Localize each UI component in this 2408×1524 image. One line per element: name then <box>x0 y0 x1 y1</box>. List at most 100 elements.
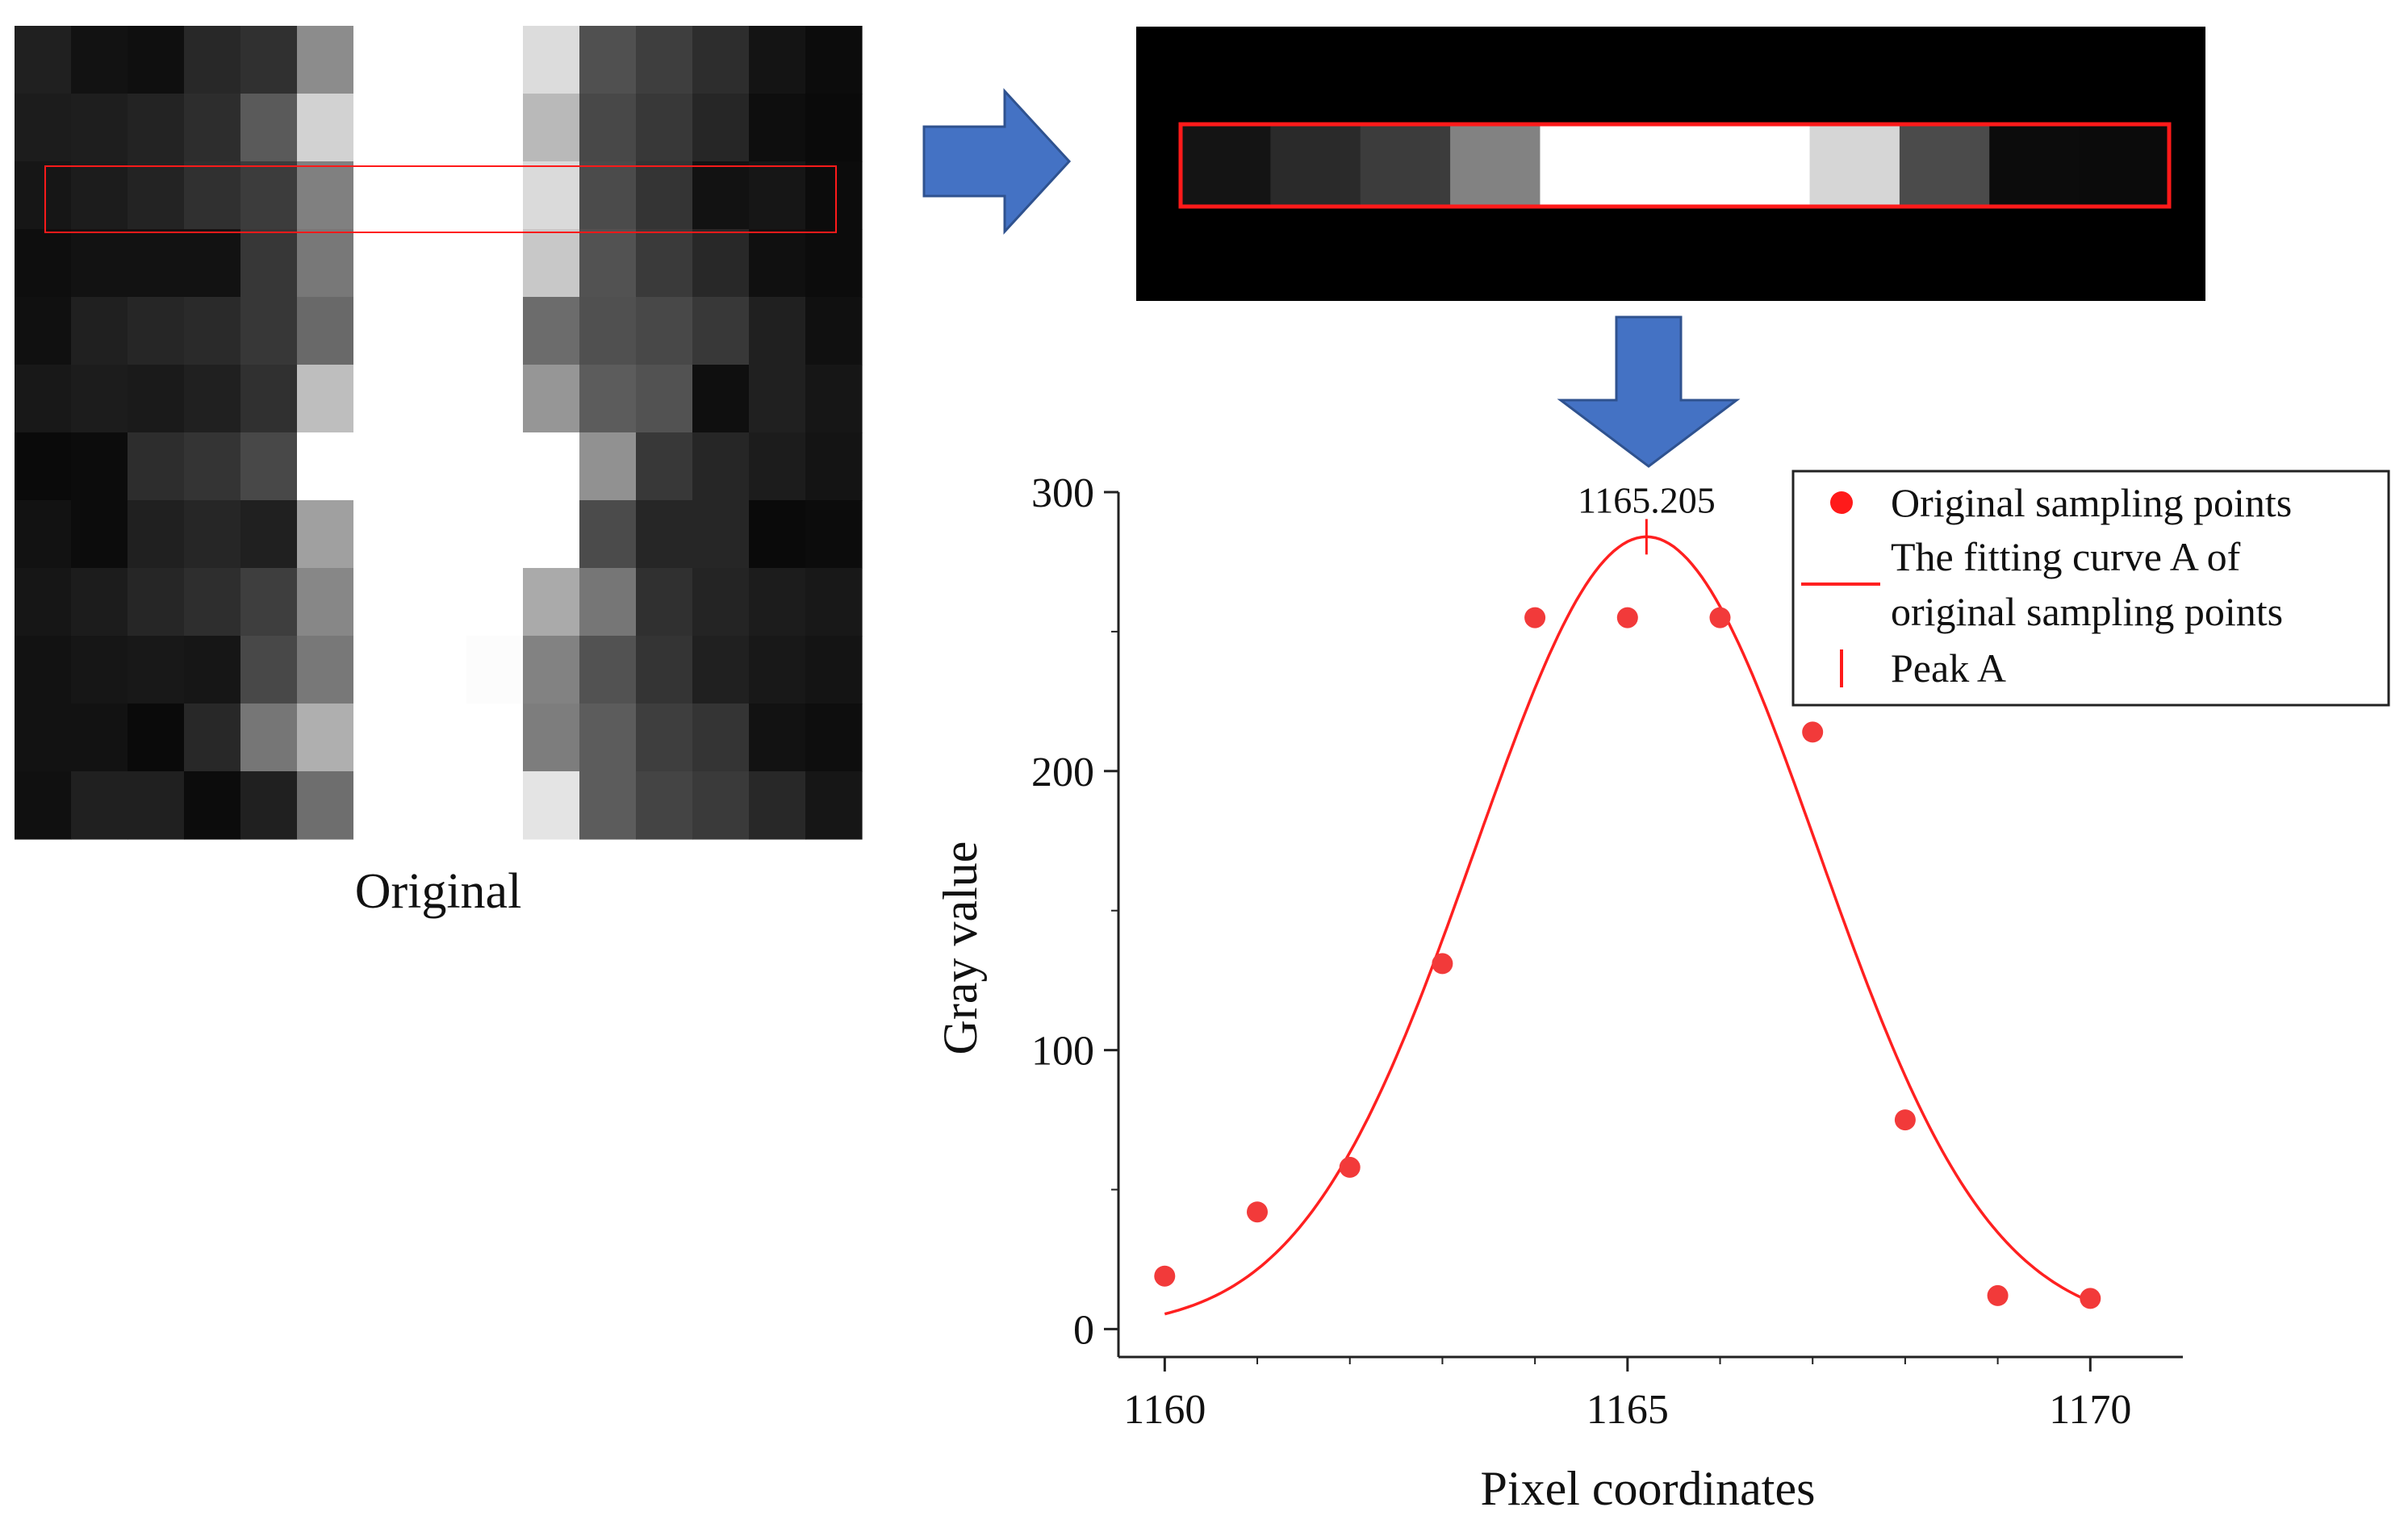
original-pixel <box>466 26 524 94</box>
original-pixel <box>466 500 524 569</box>
original-pixel <box>240 297 298 365</box>
original-pixel <box>71 365 128 433</box>
original-pixel <box>636 94 693 162</box>
original-pixel <box>184 568 241 637</box>
original-pixel <box>749 432 806 501</box>
original-pixel <box>805 161 863 230</box>
y-tick-label: 300 <box>1031 470 1094 516</box>
original-pixel <box>128 568 185 637</box>
original-pixel <box>749 229 806 298</box>
strip-pixel <box>1450 124 1541 207</box>
original-pixel <box>749 771 806 840</box>
original-pixel <box>523 229 580 298</box>
original-pixel <box>240 500 298 569</box>
original-row-highlight <box>44 165 837 233</box>
original-pixel <box>71 568 128 637</box>
original-pixel <box>240 432 298 501</box>
original-pixel <box>466 704 524 772</box>
original-pixel <box>297 432 354 501</box>
original-pixel <box>523 704 580 772</box>
original-pixel <box>297 94 354 162</box>
y-axis-title: Gray value <box>934 841 987 1055</box>
original-pixel <box>466 432 524 501</box>
legend-entry-points: Original sampling points <box>1891 480 2292 525</box>
original-pixel <box>636 297 693 365</box>
original-pixel <box>523 432 580 501</box>
strip-pixel-row <box>1181 124 2170 207</box>
original-pixel <box>297 297 354 365</box>
original-pixel <box>636 704 693 772</box>
original-pixel <box>184 229 241 298</box>
original-pixel <box>636 161 693 230</box>
original-pixel <box>749 704 806 772</box>
sampling-point <box>1616 607 1638 628</box>
original-pixel <box>71 704 128 772</box>
original-pixel <box>353 229 411 298</box>
original-pixel <box>71 771 128 840</box>
original-pixel <box>523 636 580 704</box>
original-pixel <box>128 704 185 772</box>
original-pixel <box>184 704 241 772</box>
original-pixel <box>240 704 298 772</box>
original-pixel <box>128 161 185 230</box>
original-pixel <box>636 229 693 298</box>
sampling-point <box>1247 1201 1268 1223</box>
original-pixel <box>128 432 185 501</box>
original-pixel <box>749 636 806 704</box>
original-pixel <box>805 771 863 840</box>
original-pixel <box>15 94 72 162</box>
original-pixel <box>749 365 806 433</box>
original-pixel <box>297 636 354 704</box>
original-pixel <box>71 161 128 230</box>
gray-value-chart: 1160 1165 1170 0 100 200 300 1165.205 Pixel co… <box>934 470 2183 1515</box>
original-pixel <box>184 297 241 365</box>
original-pixel <box>353 636 411 704</box>
original-pixel <box>128 636 185 704</box>
original-pixel <box>523 26 580 94</box>
original-pixel <box>71 94 128 162</box>
strip-row-highlight <box>1178 122 2172 209</box>
original-pixel <box>410 704 467 772</box>
original-pixel <box>749 26 806 94</box>
y-tick-label: 0 <box>1073 1307 1094 1353</box>
original-pixel <box>297 365 354 433</box>
original-caption: Original <box>355 864 522 919</box>
original-pixel <box>184 94 241 162</box>
original-pixel <box>184 161 241 230</box>
original-pixel <box>523 161 580 230</box>
original-pixel <box>71 500 128 569</box>
strip-pixel <box>1270 124 1361 207</box>
original-pixel <box>240 161 298 230</box>
original-pixel <box>692 704 750 772</box>
original-pixel <box>579 26 637 94</box>
original-pixel <box>466 297 524 365</box>
original-pixel <box>353 500 411 569</box>
original-pixel <box>353 297 411 365</box>
peak-layer: 1165.205 <box>1578 479 1716 555</box>
original-pixel <box>579 636 637 704</box>
strip-pixel <box>2079 124 2170 207</box>
original-pixel <box>297 161 354 230</box>
original-pixel <box>353 568 411 637</box>
fit-curve-layer <box>1164 535 2092 1316</box>
original-pixel <box>805 94 863 162</box>
strip-pixel <box>1809 124 1900 207</box>
original-pixel <box>466 94 524 162</box>
original-pixel <box>71 229 128 298</box>
original-pixel <box>410 636 467 704</box>
strip-pixel <box>1989 124 2080 207</box>
original-pixel <box>805 432 863 501</box>
original-pixel <box>128 365 185 433</box>
original-pixel <box>15 432 72 501</box>
original-pixel <box>410 229 467 298</box>
original-pixel <box>184 771 241 840</box>
original-pixel <box>579 771 637 840</box>
original-pixel <box>410 161 467 230</box>
original-pixel <box>805 704 863 772</box>
sampling-point <box>1709 607 1731 628</box>
sampling-point <box>1432 953 1453 975</box>
original-pixel <box>297 568 354 637</box>
original-pixel <box>240 771 298 840</box>
original-pixel <box>692 94 750 162</box>
original-pixel <box>297 229 354 298</box>
